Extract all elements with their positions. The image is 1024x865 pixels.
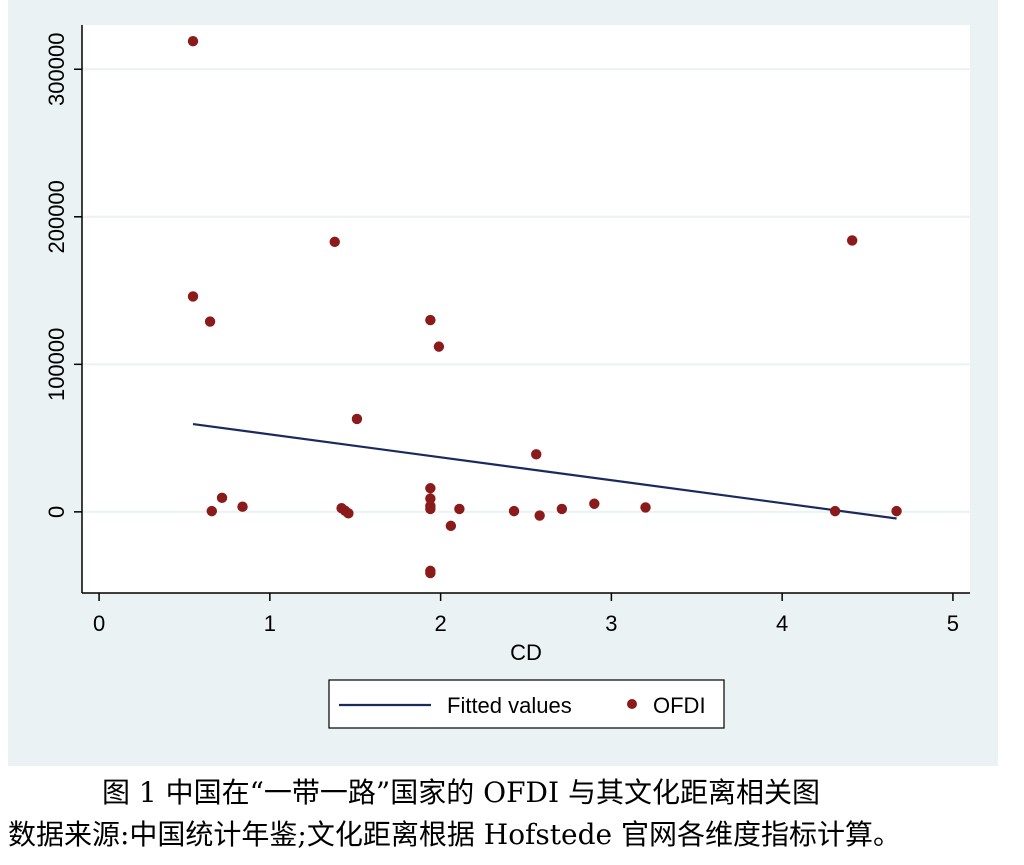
x-tick-label: 2 xyxy=(434,611,446,636)
ofdi-point xyxy=(508,505,520,517)
x-axis-title: CD xyxy=(510,640,542,665)
ofdi-point xyxy=(433,341,445,352)
x-tick-label: 5 xyxy=(947,611,959,636)
y-axis-ticks: 0 100000 200000 300000 xyxy=(44,33,82,518)
y-tick-label: 300000 xyxy=(44,33,69,106)
x-tick-label: 3 xyxy=(605,611,617,636)
x-tick-label: 1 xyxy=(264,611,276,636)
ofdi-points xyxy=(187,36,902,579)
ofdi-point xyxy=(237,501,248,512)
ofdi-point xyxy=(534,510,545,521)
figure-caption: 图 1 中国在“一带一路”国家的 OFDI 与其文化距离相关图 xyxy=(102,776,820,809)
ofdi-point xyxy=(589,498,600,509)
data-source-note: 数据来源:中国统计年鉴;文化距离根据 Hofstede 官网各维度指标计算。 xyxy=(8,818,901,851)
ofdi-point xyxy=(425,567,436,579)
ofdi-point xyxy=(425,493,436,504)
x-axis-ticks: 0 1 2 3 4 5 xyxy=(93,593,959,636)
ofdi-point xyxy=(425,483,436,494)
legend-ofdi-dot-swatch xyxy=(627,699,637,709)
ofdi-point xyxy=(891,505,902,517)
x-tick-label: 4 xyxy=(776,611,788,636)
ofdi-point xyxy=(187,291,199,302)
ofdi-point xyxy=(425,314,436,326)
legend-ofdi-label: OFDI xyxy=(653,693,706,718)
ofdi-point xyxy=(454,503,465,515)
gridlines xyxy=(82,68,970,513)
ofdi-point xyxy=(640,502,651,513)
ofdi-point xyxy=(187,36,199,47)
y-tick-label: 100000 xyxy=(44,328,69,401)
ofdi-point xyxy=(445,520,457,532)
y-tick-label: 200000 xyxy=(44,180,69,253)
legend-fitted-label: Fitted values xyxy=(447,693,572,718)
ofdi-point xyxy=(531,449,542,460)
x-tick-label: 0 xyxy=(93,611,105,636)
ofdi-point xyxy=(351,413,363,425)
fitted-values-line xyxy=(192,422,897,520)
ofdi-point xyxy=(829,505,841,517)
ofdi-point xyxy=(216,492,228,504)
ofdi-point xyxy=(846,235,858,246)
ofdi-point xyxy=(425,503,436,515)
legend: Fitted values OFDI xyxy=(328,679,725,729)
ofdi-point xyxy=(556,503,568,515)
y-tick-label: 0 xyxy=(44,506,69,518)
ofdi-point xyxy=(329,236,340,248)
axes xyxy=(81,25,970,594)
ofdi-point xyxy=(206,505,217,517)
plot-area xyxy=(82,25,970,593)
ofdi-point xyxy=(204,316,216,327)
ofdi-point xyxy=(343,508,354,519)
